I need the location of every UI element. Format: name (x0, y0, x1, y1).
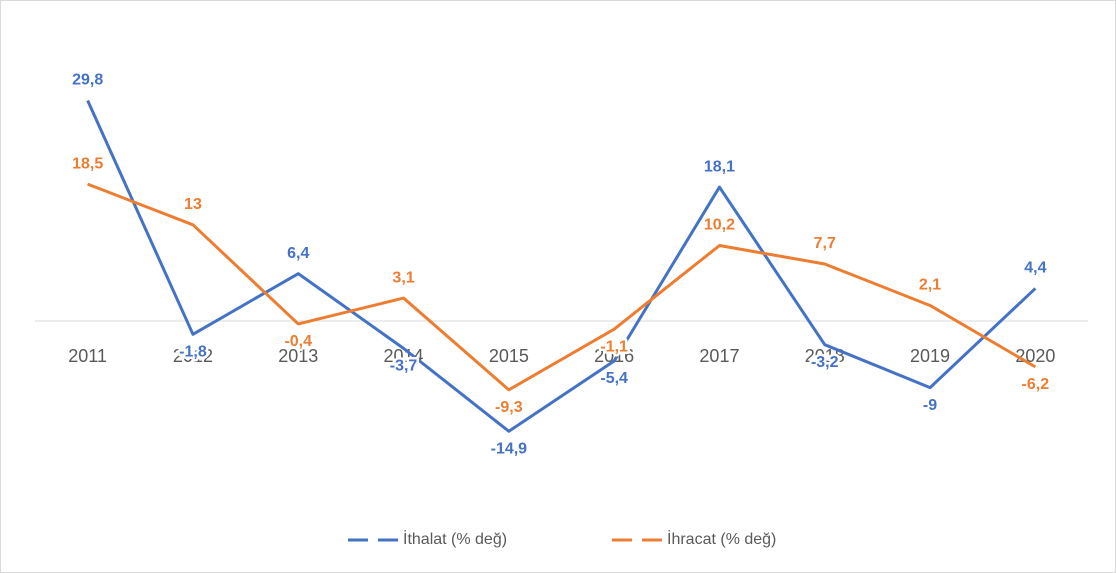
data-label: 29,8 (72, 72, 103, 89)
x-tick-label: 2015 (489, 346, 529, 366)
x-tick-label: 2020 (1015, 346, 1055, 366)
data-label: 18,5 (72, 155, 103, 172)
data-label: -6,2 (1022, 376, 1050, 393)
data-label: -9,3 (495, 399, 523, 416)
data-label: -1,8 (179, 344, 207, 361)
data-label: -3,7 (390, 358, 418, 375)
x-tick-label: 2018 (805, 346, 845, 366)
data-label: -5,4 (600, 370, 628, 387)
data-label: 18,1 (704, 158, 735, 175)
x-tick-label: 2019 (910, 346, 950, 366)
legend-label: İhracat (% değ) (667, 529, 776, 548)
data-label: -3,2 (811, 354, 839, 371)
x-tick-label: 2016 (594, 346, 634, 366)
data-label: -1,1 (600, 338, 628, 355)
data-label: -14,9 (491, 440, 528, 457)
line-series (86, 99, 1037, 433)
data-label: -9 (923, 397, 937, 414)
x-tick-label: 2017 (699, 346, 739, 366)
data-label: 3,1 (392, 269, 414, 286)
data-label: 7,7 (814, 235, 836, 252)
x-tick-label: 2014 (384, 346, 424, 366)
data-label: 13 (184, 196, 202, 213)
legend-label: İthalat (% değ) (403, 529, 507, 548)
data-label: 6,4 (287, 245, 309, 262)
data-label: 4,4 (1024, 260, 1046, 277)
data-label: 10,2 (704, 217, 735, 234)
data-label: 2,1 (919, 277, 941, 294)
x-tick-label: 2013 (278, 346, 318, 366)
x-tick-label: 2012 (173, 346, 213, 366)
data-label: -0,4 (284, 333, 312, 350)
line-series (87, 182, 1037, 392)
x-tick-label: 2011 (68, 346, 107, 366)
